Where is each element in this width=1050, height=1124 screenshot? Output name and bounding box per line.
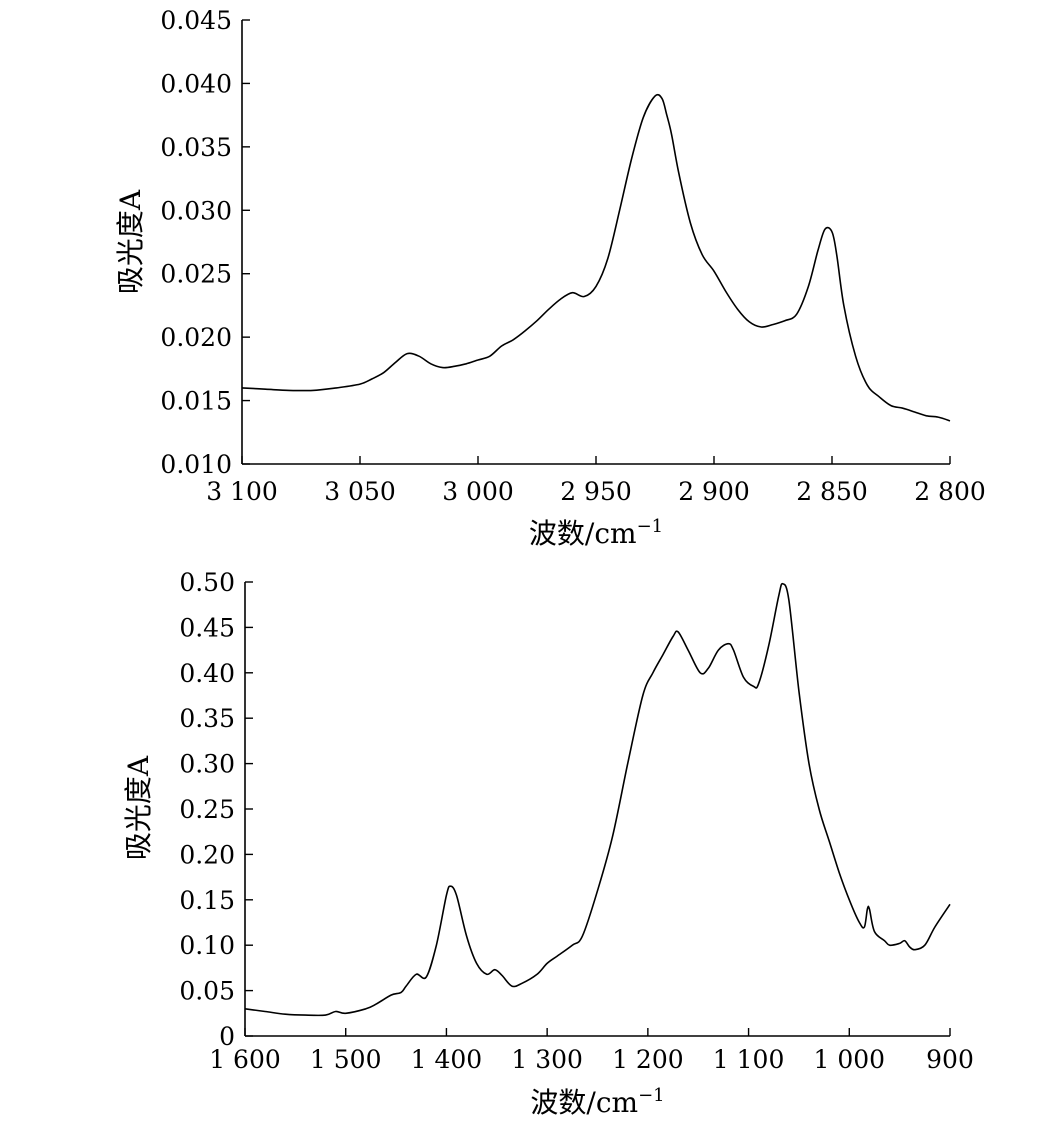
y-tick-label: 0.025 (160, 260, 232, 289)
y-axis-title: 吸光度A (114, 189, 147, 294)
x-tick-label: 1 300 (511, 1045, 583, 1074)
spectrum-line (241, 93, 951, 422)
y-tick-label: 0.035 (160, 133, 232, 162)
y-tick-label: 0 (219, 1022, 235, 1051)
x-tick-label: 900 (926, 1045, 974, 1074)
x-axis-title: 波数/cm−1 (529, 516, 663, 550)
y-tick-label: 0.25 (179, 795, 235, 824)
y-tick-label: 0.45 (179, 613, 235, 642)
x-axis-title-main: 波数/cm (529, 517, 637, 550)
y-axis-title: 吸光度A (122, 755, 155, 860)
x-axis-title-superscript: −1 (638, 1085, 665, 1106)
x-tick-label: 1 100 (713, 1045, 785, 1074)
x-tick-label: 1 400 (411, 1045, 483, 1074)
x-axis-title-main: 波数/cm (530, 1086, 638, 1119)
x-tick-label: 1 600 (209, 1045, 281, 1074)
x-tick-label: 1 500 (310, 1045, 382, 1074)
y-tick-label: 0.20 (179, 840, 235, 869)
x-axis-title: 波数/cm−1 (530, 1085, 664, 1119)
y-tick-label: 0.40 (179, 659, 235, 688)
y-tick-label: 0.040 (160, 69, 232, 98)
y-tick-label: 0.030 (160, 196, 232, 225)
x-tick-label: 2 800 (914, 477, 986, 506)
top-spectrum-panel: 0.010 0.015 0.020 0.025 0.030 0.035 0.040 0.045… (114, 6, 986, 550)
y-tick-label: 0.020 (160, 323, 232, 352)
y-tick-label: 0.30 (179, 750, 235, 779)
x-tick-label: 2 900 (678, 477, 750, 506)
x-tick-label: 3 000 (442, 477, 514, 506)
y-tick-label: 0.35 (179, 704, 235, 733)
bottom-spectrum-panel: 0 0.05 0.10 0.15 0.20 0.25 0.30 0.35 0.40 0.45 0.5… (122, 568, 974, 1119)
x-tick-label: 1 200 (612, 1045, 684, 1074)
y-tick-label: 0.05 (179, 977, 235, 1006)
y-tick-label: 0.15 (179, 886, 235, 915)
x-tick-label: 3 050 (324, 477, 396, 506)
x-tick-label: 2 950 (560, 477, 632, 506)
x-axis-title-superscript: −1 (637, 516, 664, 537)
y-tick-label: 0.10 (179, 931, 235, 960)
y-tick-label: 0.010 (160, 450, 232, 479)
x-tick-label: 3 100 (206, 477, 278, 506)
y-tick-label: 0.50 (179, 568, 235, 597)
y-tick-label: 0.045 (160, 6, 232, 35)
spectrum-line (244, 582, 951, 1017)
x-tick-label: 1 000 (813, 1045, 885, 1074)
x-tick-label: 2 850 (796, 477, 868, 506)
y-tick-label: 0.015 (160, 387, 232, 416)
